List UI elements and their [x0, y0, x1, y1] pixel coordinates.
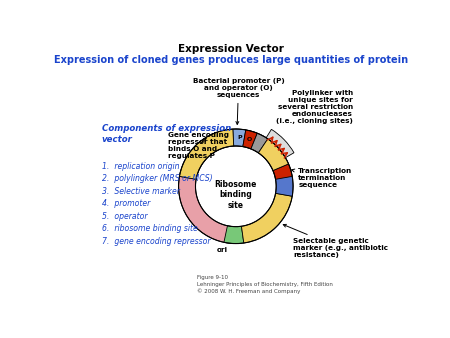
Wedge shape	[242, 193, 292, 243]
Text: O: O	[247, 137, 252, 142]
Text: Polylinker with
unique sites for
several restriction
endonucleases
(i.e., clonin: Polylinker with unique sites for several…	[276, 90, 353, 124]
Text: ori: ori	[217, 247, 228, 253]
Text: Bacterial promoter (P)
and operator (O)
sequences: Bacterial promoter (P) and operator (O) …	[193, 78, 284, 124]
Wedge shape	[180, 129, 234, 179]
Text: Expression of cloned genes produces large quantities of protein: Expression of cloned genes produces larg…	[54, 55, 408, 65]
Wedge shape	[224, 226, 244, 244]
Wedge shape	[273, 164, 292, 179]
Wedge shape	[179, 176, 234, 243]
Text: Transcription
termination
sequence: Transcription termination sequence	[292, 168, 352, 188]
Text: 1.  replication origin
2.  polylingker (MRS or MCS)
3.  Selective marker
4.  pro: 1. replication origin 2. polylingker (MR…	[102, 162, 212, 246]
Wedge shape	[233, 129, 246, 147]
Text: Expression Vector: Expression Vector	[178, 45, 284, 54]
Wedge shape	[180, 130, 229, 179]
Text: Ribosome
binding
site: Ribosome binding site	[215, 180, 257, 210]
Wedge shape	[243, 130, 257, 149]
Text: Components of expression
vector: Components of expression vector	[102, 124, 231, 144]
Wedge shape	[258, 139, 288, 171]
Wedge shape	[266, 129, 294, 158]
Text: P: P	[237, 135, 242, 140]
Text: Gene encoding
repressor that
binds O and
regulates P: Gene encoding repressor that binds O and…	[168, 132, 229, 159]
Wedge shape	[226, 129, 293, 196]
Text: Selectable genetic
marker (e.g., antibiotic
resistance): Selectable genetic marker (e.g., antibio…	[283, 224, 388, 258]
Wedge shape	[251, 133, 268, 153]
Text: Figure 9-10
Lehninger Principles of Biochemistry, Fifth Edition
© 2008 W. H. Fre: Figure 9-10 Lehninger Principles of Bioc…	[197, 275, 333, 294]
